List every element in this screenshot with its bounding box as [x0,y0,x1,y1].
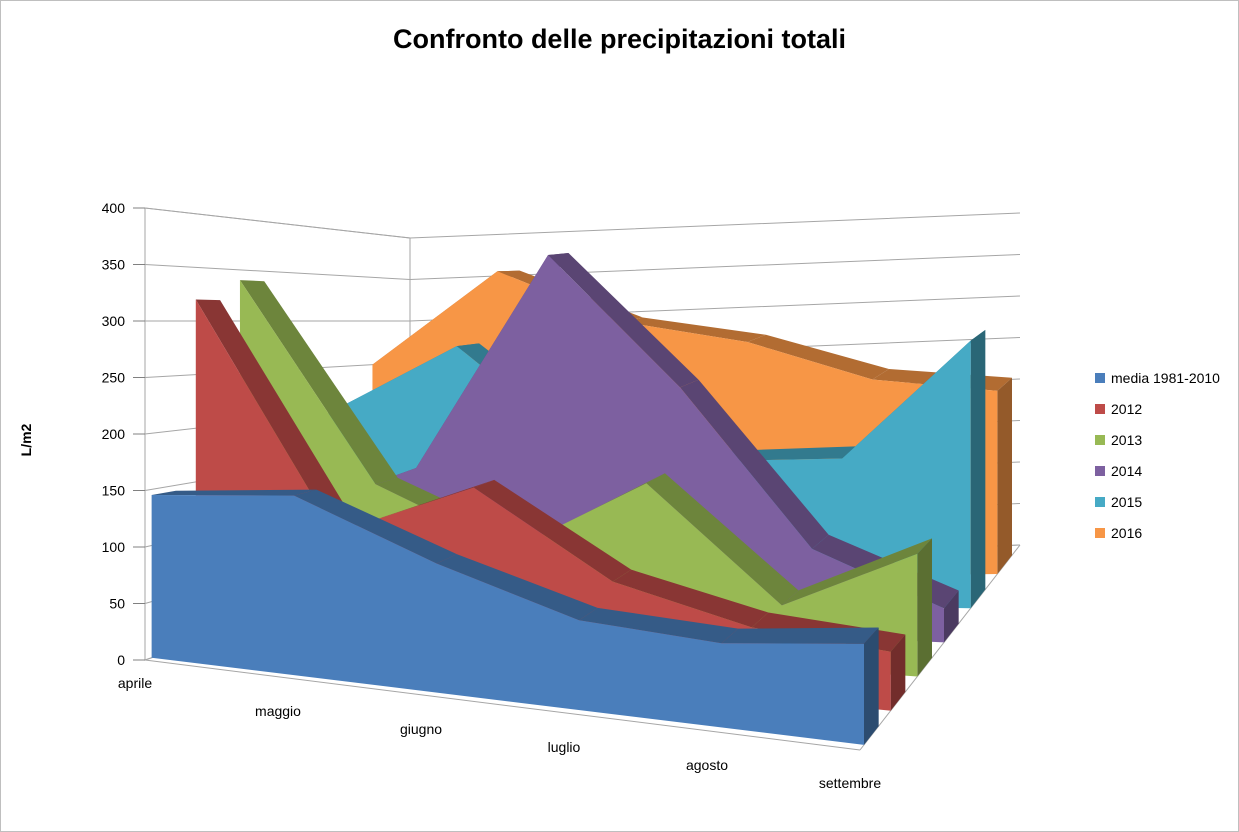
series-top-band [294,489,458,564]
series-top-band [680,379,829,549]
x-axis-ticks: aprile maggio giugno luglio agosto settembre [118,675,881,791]
legend: media 1981-2010 2012 2013 2014 2015 2016 [1095,362,1220,548]
legend-item: 2016 [1095,517,1220,548]
legend-label: 2014 [1111,462,1143,479]
series-media-1981-2010 [151,489,879,745]
series-side-face [917,538,932,677]
legend-swatch [1095,496,1105,507]
y-tick-label: 200 [102,426,126,442]
y-axis-ticks: 0 50 100 150 200 250 300 350 400 [102,200,145,668]
chart-title: Confronto delle precipitazioni totali [392,24,846,54]
series-side-face [944,590,959,643]
legend-item: media 1981-2010 [1095,362,1220,393]
series-group [151,253,1012,745]
series-side-face [890,634,906,711]
legend-label: 2016 [1111,524,1143,541]
series-top-band [622,317,766,342]
legend-swatch [1095,403,1105,414]
floor-right-edge [859,544,1021,751]
y-tick-label: 250 [102,370,126,386]
x-tick-label: giugno [400,721,442,737]
y-tick-label: 300 [102,313,126,329]
legend-label: media 1981-2010 [1111,369,1220,386]
series-top-band [579,607,739,644]
x-tick-label: maggio [255,703,301,719]
series-side-face [970,329,986,609]
x-tick-label: agosto [686,757,728,773]
gridline [144,207,1021,239]
series-top-band [646,473,799,606]
legend-label: 2012 [1111,400,1143,417]
series-side-face [997,377,1012,575]
series-top-band [721,627,879,644]
floor-front-edge [144,659,861,751]
series-top-band [436,554,598,621]
legend-item: 2015 [1095,486,1220,517]
y-tick-label: 100 [102,539,126,555]
y-tick-label: 50 [109,596,125,612]
legend-swatch [1095,372,1105,383]
y-tick-label: 350 [102,257,126,273]
y-tick-label: 150 [102,483,126,499]
legend-swatch [1095,434,1105,445]
legend-label: 2013 [1111,431,1143,448]
legend-item: 2014 [1095,455,1220,486]
series-top-band [781,538,932,606]
series-top-band [548,253,699,388]
series-area [151,494,864,745]
y-tick-label: 0 [117,652,125,668]
legend-label: 2015 [1111,493,1143,510]
x-tick-label: luglio [548,739,581,755]
series-side-face [864,627,879,745]
x-tick-label: aprile [118,675,152,691]
series-top-band [612,569,769,628]
y-tick-label: 400 [102,200,126,216]
x-tick-label: settembre [819,775,881,791]
series-top-band [239,280,398,485]
series-top-band [747,334,889,380]
legend-swatch [1095,527,1105,538]
series-top-band [151,489,317,496]
gridline [145,295,1021,322]
legend-swatch [1095,465,1105,476]
series-top-band [473,479,632,582]
series-top-band [195,299,358,534]
legend-item: 2012 [1095,393,1220,424]
gridline [144,254,1021,281]
legend-item: 2013 [1095,424,1220,455]
